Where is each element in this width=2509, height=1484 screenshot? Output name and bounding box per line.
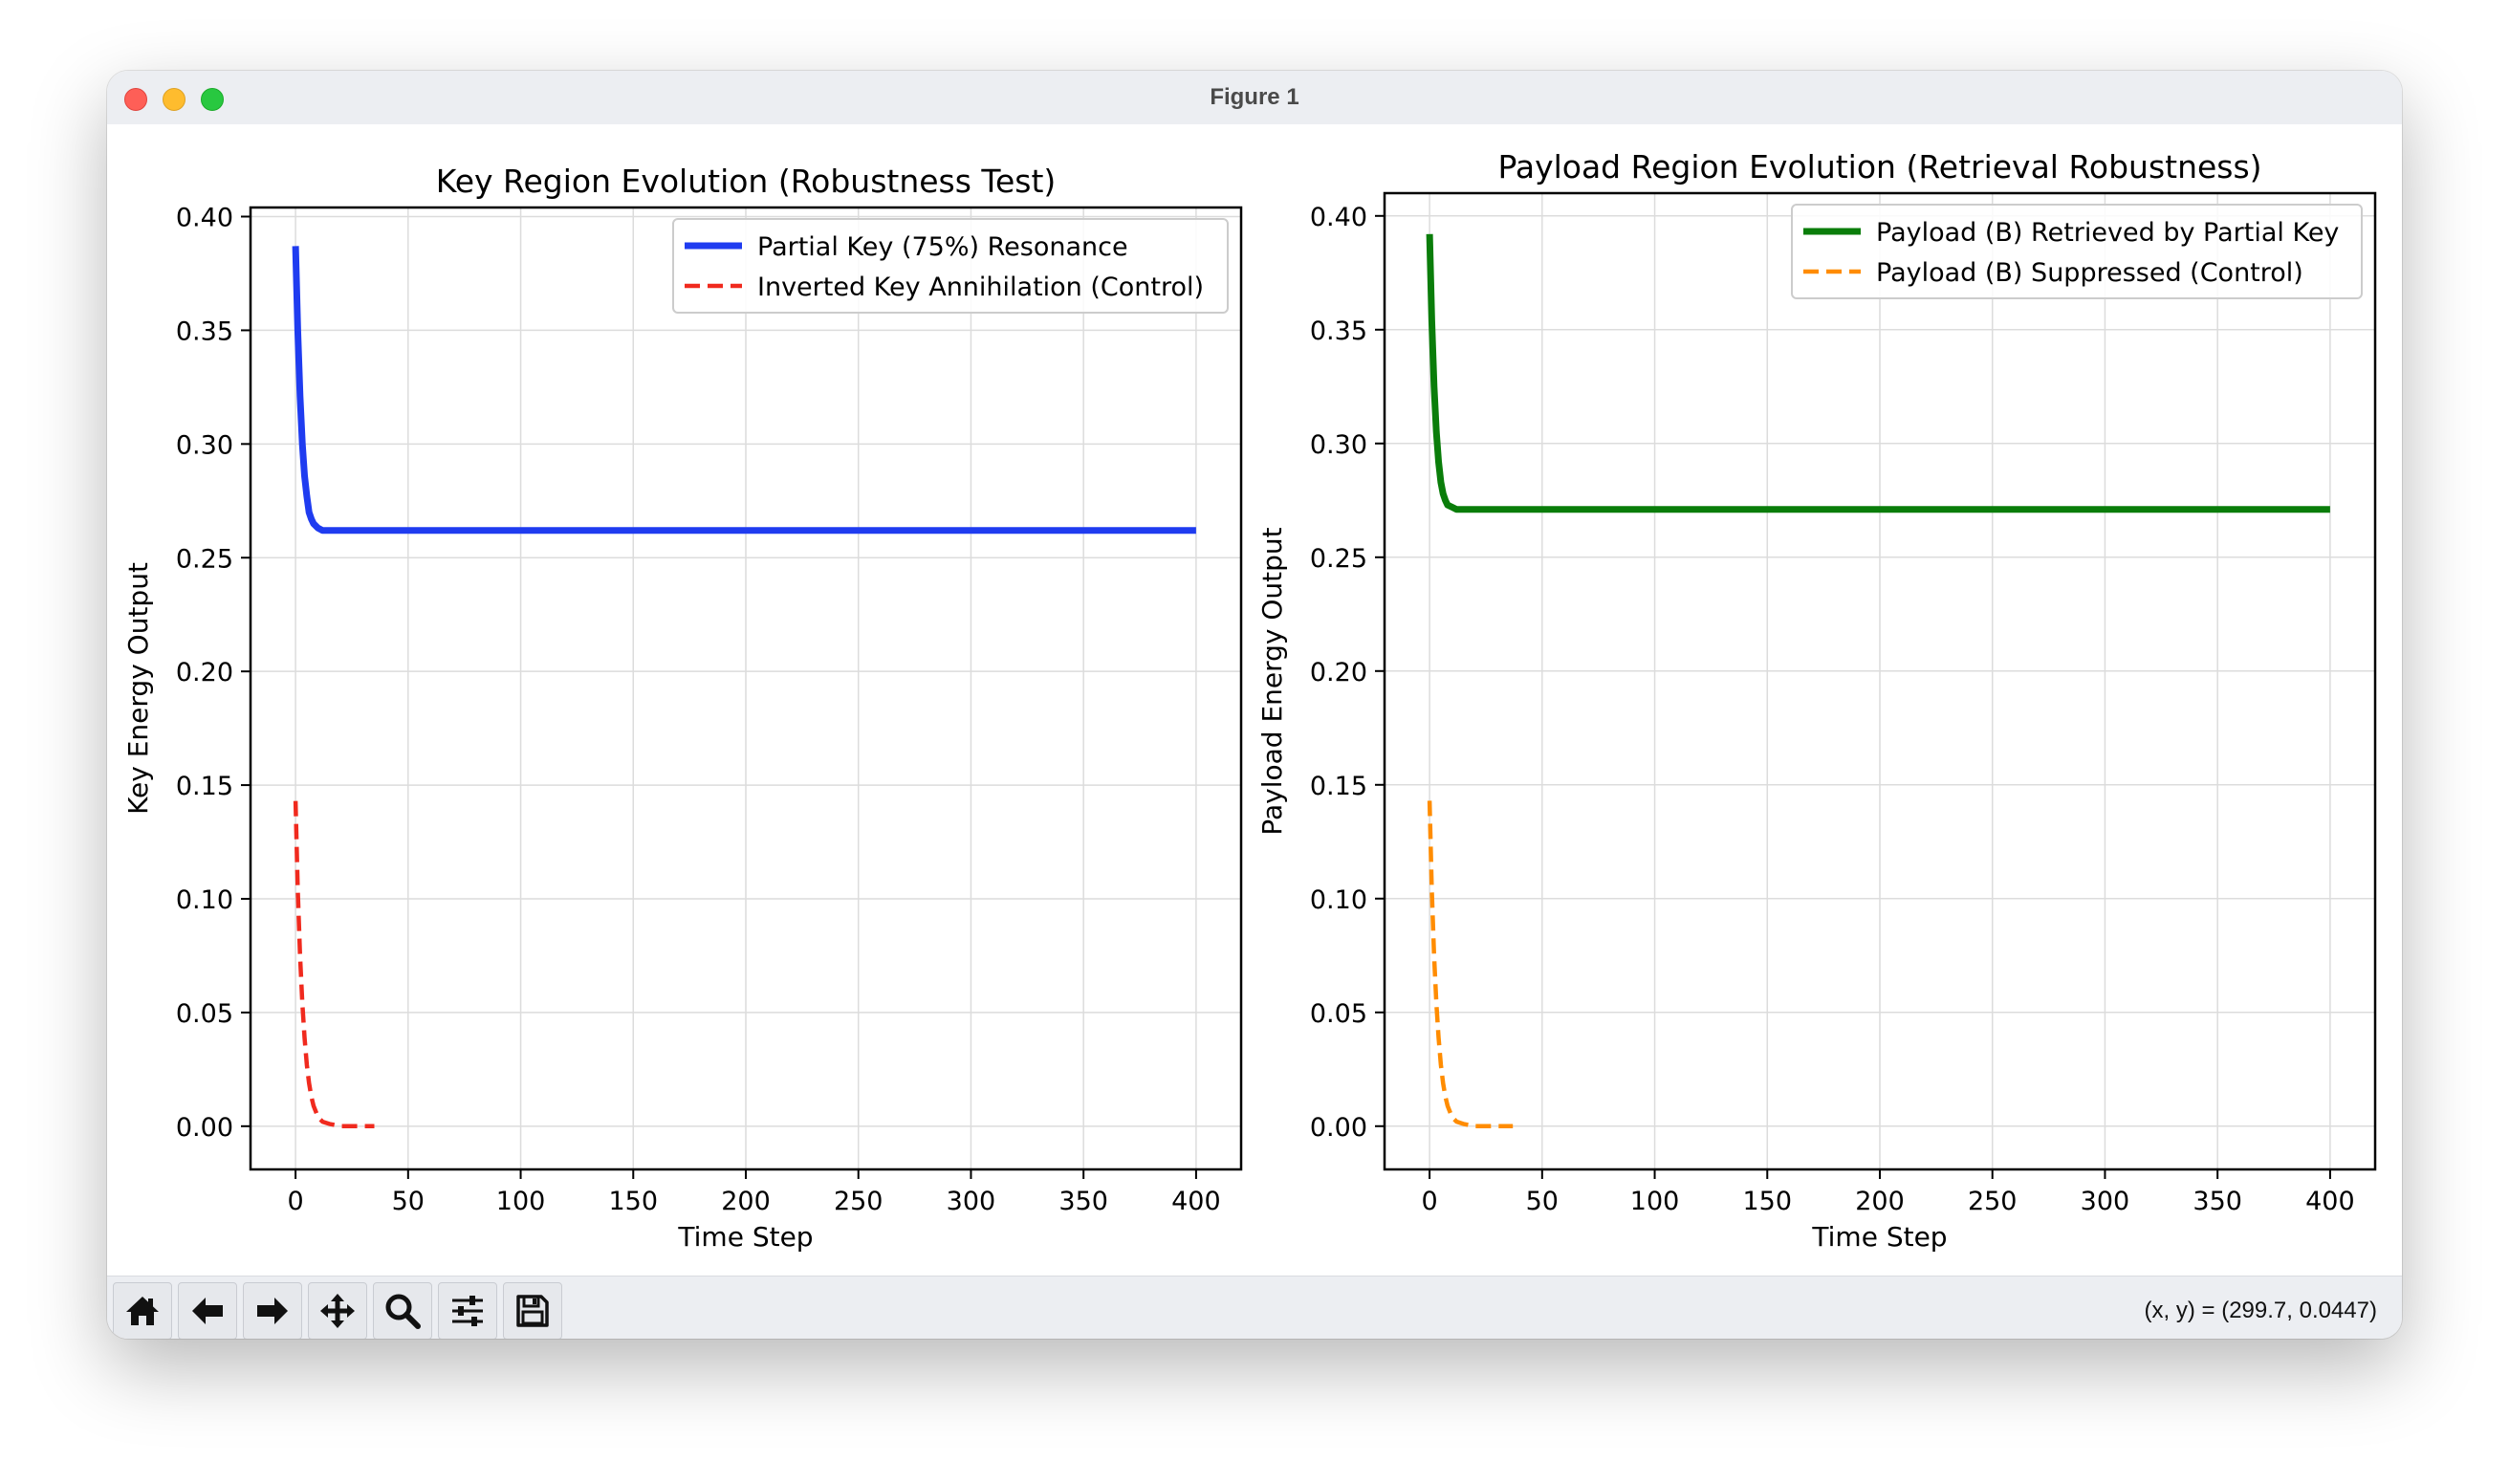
sliders-icon xyxy=(452,1296,483,1326)
x-tick-label: 200 xyxy=(1855,1187,1905,1216)
x-tick-label: 100 xyxy=(1630,1187,1680,1216)
y-tick-label: 0.00 xyxy=(1310,1113,1367,1143)
y-tick-label: 0.40 xyxy=(1310,203,1367,232)
y-tick-label: 0.10 xyxy=(1310,885,1367,915)
figure-svg[interactable]: 0 50 100 150 200 250 300 350 400 0.00 0.05 0.10 0.15… xyxy=(107,124,2402,1276)
home-button[interactable] xyxy=(113,1282,172,1339)
close-window-button[interactable] xyxy=(124,88,147,111)
x-tick-label: 100 xyxy=(496,1187,546,1216)
forward-button[interactable] xyxy=(243,1282,302,1339)
zoom-button[interactable] xyxy=(373,1282,432,1339)
pan-button[interactable] xyxy=(308,1282,367,1339)
series-line-2[interactable] xyxy=(293,800,375,1129)
magnifier-icon xyxy=(385,1294,421,1329)
y-axis-label: Payload Energy Output xyxy=(1256,527,1288,835)
y-tick-label: 0.20 xyxy=(176,658,233,687)
payload-region-subplot[interactable]: 0 50 100 150 200 250 300 350 400 0.00 0.05 0.10 0.15… xyxy=(1256,148,2377,1253)
y-tick-label: 0.35 xyxy=(1310,316,1367,346)
x-tick-label: 400 xyxy=(2305,1187,2355,1216)
x-tick-label: 250 xyxy=(1968,1187,2018,1216)
configure-subplots-button[interactable] xyxy=(438,1282,497,1339)
window-title: Figure 1 xyxy=(1210,84,1299,110)
legend-label: Payload (B) Suppressed (Control) xyxy=(1876,258,2303,288)
title-bar[interactable]: Figure 1 xyxy=(107,71,2402,125)
legend-box xyxy=(1791,204,2363,299)
back-button[interactable] xyxy=(178,1282,237,1339)
floppy-disk-icon xyxy=(516,1295,549,1327)
y-tick-label: 0.10 xyxy=(176,885,233,915)
legend-box xyxy=(672,218,1229,314)
series-line-1[interactable] xyxy=(1426,233,2330,513)
maximize-window-button[interactable] xyxy=(201,88,224,111)
y-tick-label: 0.25 xyxy=(176,544,233,574)
cursor-coordinates: (x, y) = (299.7, 0.0447) xyxy=(2144,1298,2377,1323)
x-axis-label: Time Step xyxy=(1811,1221,1947,1253)
legend-label: Payload (B) Retrieved by Partial Key xyxy=(1876,218,2339,248)
x-tick-label: 350 xyxy=(2193,1187,2242,1216)
chart-title: Payload Region Evolution (Retrieval Robu… xyxy=(1497,148,2261,186)
x-tick-label: 350 xyxy=(1058,1187,1108,1216)
y-tick-label: 0.15 xyxy=(176,772,233,801)
y-tick-label: 0.30 xyxy=(176,430,233,460)
save-button[interactable] xyxy=(503,1282,562,1339)
legend: Payload (B) Retrieved by Partial Key Payl… xyxy=(1791,204,2363,299)
y-tick-label: 0.15 xyxy=(1310,772,1367,801)
minimize-window-button[interactable] xyxy=(163,88,185,111)
x-tick-label: 300 xyxy=(947,1187,996,1216)
arrow-right-icon xyxy=(257,1298,288,1324)
legend-label: Partial Key (75%) Resonance xyxy=(757,232,1128,262)
x-tick-label: 150 xyxy=(608,1187,658,1216)
x-tick-label: 50 xyxy=(1526,1187,1559,1216)
y-tick-label: 0.00 xyxy=(176,1113,233,1143)
y-tick-label: 0.25 xyxy=(1310,544,1367,574)
figure-canvas[interactable]: 0 50 100 150 200 250 300 350 400 0.00 0.05 0.10 0.15… xyxy=(107,124,2402,1276)
series-line-2[interactable] xyxy=(1427,800,1514,1129)
y-tick-label: 0.30 xyxy=(1310,430,1367,460)
move-icon xyxy=(320,1294,355,1328)
x-tick-label: 300 xyxy=(2081,1187,2130,1216)
figure-window: Figure 1 0 50 100 150 200 250 300 350 400 0.00 0.0… xyxy=(107,71,2402,1339)
x-tick-label: 0 xyxy=(1421,1187,1437,1216)
navigation-toolbar: (x, y) = (299.7, 0.0447) xyxy=(107,1276,2402,1339)
home-icon xyxy=(126,1297,159,1325)
x-tick-label: 200 xyxy=(721,1187,771,1216)
y-tick-label: 0.40 xyxy=(176,204,233,233)
y-axis-label: Key Energy Output xyxy=(122,562,154,815)
x-axis-label: Time Step xyxy=(677,1221,813,1253)
x-tick-label: 400 xyxy=(1171,1187,1221,1216)
x-tick-label: 0 xyxy=(287,1187,303,1216)
y-tick-label: 0.05 xyxy=(176,999,233,1029)
x-tick-label: 150 xyxy=(1742,1187,1792,1216)
y-tick-label: 0.20 xyxy=(1310,658,1367,687)
key-region-subplot[interactable]: 0 50 100 150 200 250 300 350 400 0.00 0.05 0.10 0.15… xyxy=(122,163,1243,1253)
x-tick-label: 50 xyxy=(392,1187,425,1216)
series-line-1[interactable] xyxy=(292,246,1196,535)
legend-label: Inverted Key Annihilation (Control) xyxy=(757,273,1204,302)
legend: Partial Key (75%) Resonance Inverted Key … xyxy=(672,218,1229,314)
x-tick-label: 250 xyxy=(834,1187,884,1216)
y-tick-label: 0.05 xyxy=(1310,999,1367,1029)
arrow-left-icon xyxy=(192,1298,223,1324)
chart-title: Key Region Evolution (Robustness Test) xyxy=(436,163,1057,200)
y-tick-label: 0.35 xyxy=(176,316,233,346)
